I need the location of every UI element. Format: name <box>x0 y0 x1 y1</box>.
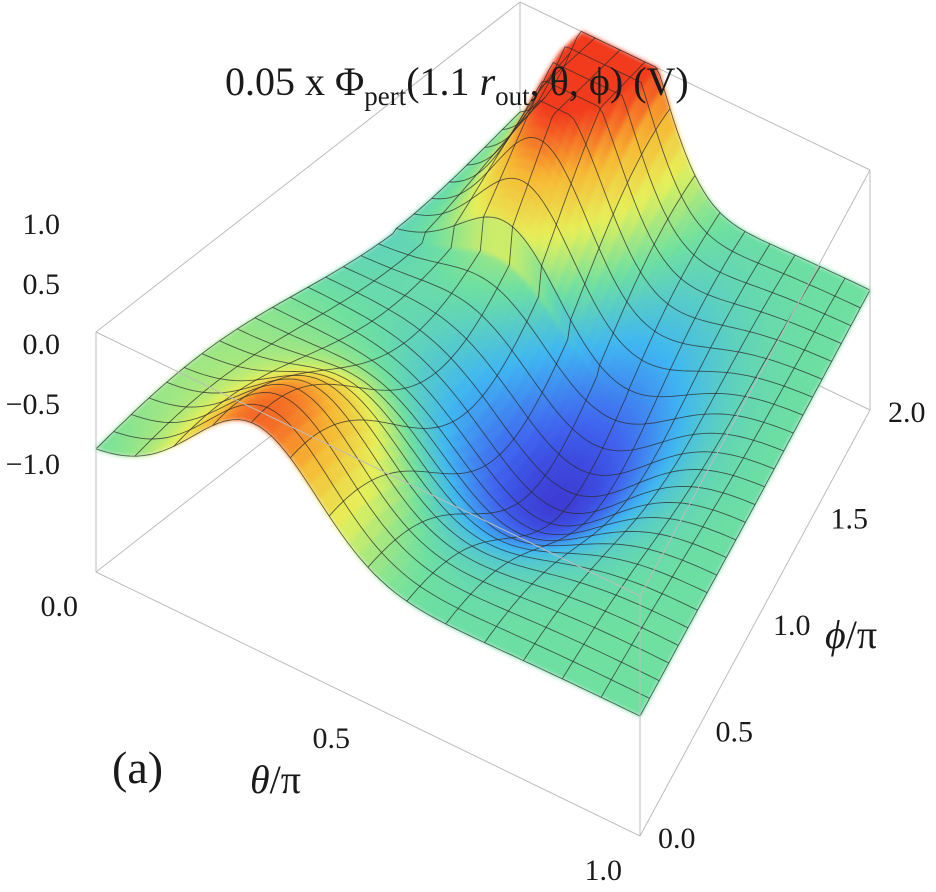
surface-fill <box>94 31 871 717</box>
box-edge <box>95 1 521 333</box>
box-edge <box>519 1 871 171</box>
